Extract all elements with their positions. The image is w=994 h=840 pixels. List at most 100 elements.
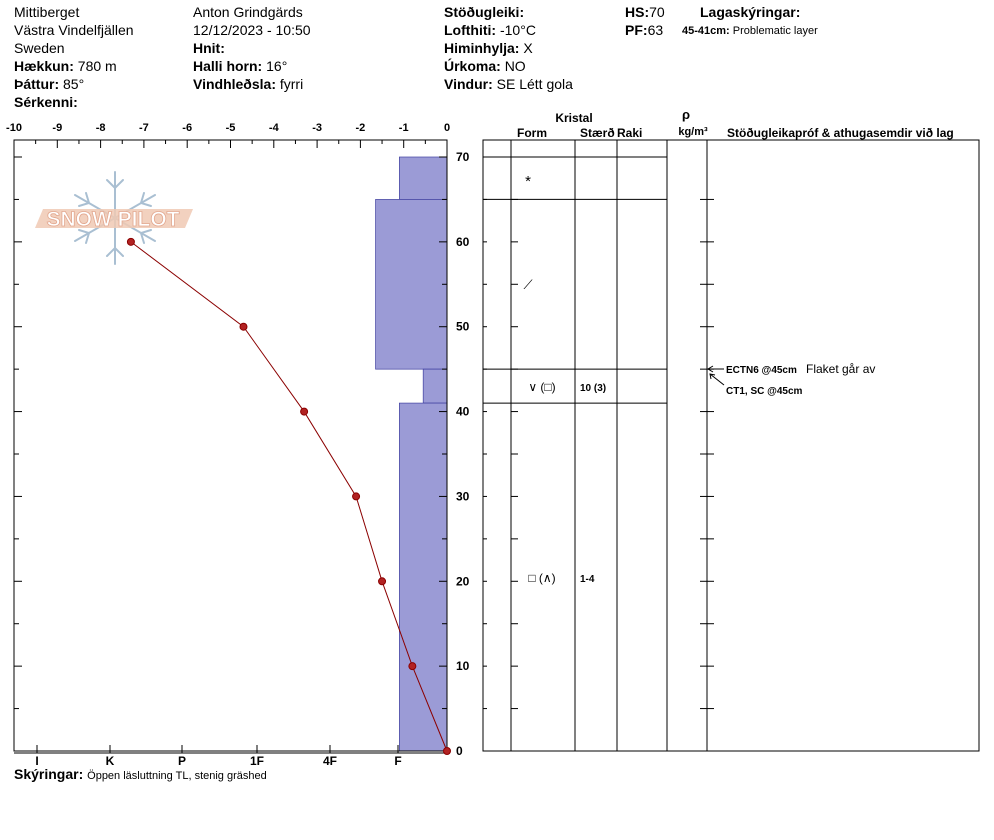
- hs-label: HS:: [625, 4, 650, 20]
- pf-label: PF:: [625, 22, 648, 38]
- temp-point: [239, 322, 248, 331]
- hardness-tick-label: F: [394, 754, 401, 768]
- temp-tick-label: -6: [182, 122, 192, 134]
- sky-value: X: [523, 40, 533, 56]
- temp-point: [126, 237, 135, 246]
- wind-loading: Vindhleðsla: fyrri: [193, 76, 303, 93]
- features-label: Sérkenni:: [14, 94, 78, 110]
- temp-tick-label: -4: [269, 122, 280, 134]
- hardness-bar: [399, 402, 448, 752]
- hs-value: 70: [649, 4, 665, 20]
- temp-tick-label: -10: [6, 122, 22, 134]
- temp-tick-label: -1: [399, 122, 409, 134]
- height-tick-label: 10: [456, 659, 470, 673]
- temperature-profile: [126, 237, 451, 755]
- wind: Vindur: SE Létt gola: [444, 76, 573, 93]
- coords-label: Hnit:: [193, 40, 225, 56]
- layer-notes-label: Lagaskýringar:: [700, 4, 801, 20]
- sky-label: Himinhylja:: [444, 40, 520, 56]
- test-code: CT1, SC @45cm: [726, 386, 803, 397]
- air-temp-label: Lofthiti:: [444, 22, 497, 38]
- layer-row-size: 10 (3): [580, 383, 606, 394]
- area-name: Västra Vindelfjällen: [14, 22, 134, 38]
- snow-pilot-logo: SNOW PILOT: [35, 171, 193, 265]
- layer-note: 45-41cm: Problematic layer: [682, 23, 818, 40]
- rho-header: ρ: [682, 107, 690, 122]
- temp-point: [408, 662, 417, 671]
- elevation: Hækkun: 780 m: [14, 58, 117, 75]
- wind-label: Vindur:: [444, 76, 493, 92]
- country-name: Sweden: [14, 40, 65, 56]
- layer-note-text: Problematic layer: [732, 25, 818, 37]
- temp-point: [378, 577, 387, 586]
- precip: Úrkoma: NO: [444, 58, 526, 75]
- height-tick-label: 40: [456, 405, 470, 419]
- height-tick-label: 60: [456, 235, 470, 249]
- precip-label: Úrkoma:: [444, 58, 501, 74]
- form-header: Form: [517, 126, 547, 140]
- layer-note-range: 45-41cm:: [682, 25, 730, 37]
- logo-text: SNOW PILOT: [47, 208, 180, 231]
- hardness-tick-label: P: [178, 754, 186, 768]
- elevation-label: Hækkun:: [14, 58, 74, 74]
- footer-notes: Skýringar: Öppen läsluttning TL, stenig …: [14, 766, 267, 785]
- hardness-tick-label: I: [35, 754, 38, 768]
- observation-datetime: 12/12/2023 - 10:50: [193, 22, 311, 38]
- test-arrows: [707, 365, 725, 386]
- hardness-tick-label: K: [106, 754, 115, 768]
- precip-value: NO: [504, 58, 526, 74]
- aspect-label: Þáttur:: [14, 76, 60, 92]
- size-header: Stærð: [580, 126, 615, 140]
- elevation-value: 780 m: [77, 58, 117, 74]
- layer-row-form: *: [525, 173, 531, 190]
- hardness-bar: [422, 368, 448, 404]
- layer-table: [482, 139, 980, 752]
- slope-label: Halli horn:: [193, 58, 263, 74]
- aspect: Þáttur: 85°: [14, 76, 84, 93]
- layer-row-form: ∨ (□): [528, 380, 555, 394]
- temp-tick-label: -3: [312, 122, 322, 134]
- hardness-tick-label: 4F: [323, 754, 337, 768]
- height-tick-label: 30: [456, 489, 470, 503]
- layer-row-form: ⟋: [523, 277, 533, 292]
- temp-tick-label: -7: [139, 122, 149, 134]
- height-tick-label: 20: [456, 574, 470, 588]
- slope: Halli horn: 16°: [193, 58, 287, 75]
- wind-loading-value: fyrri: [279, 76, 304, 92]
- height-tick-label: 50: [456, 320, 470, 334]
- test-comment: Flaket går av: [806, 362, 875, 376]
- air-temp: Lofthiti: -10°C: [444, 22, 536, 39]
- layer-row-form: □ (∧): [528, 571, 555, 585]
- temp-tick-label: 0: [444, 122, 450, 134]
- hardness-bar: [399, 156, 448, 200]
- layer-row-size: 1-4: [580, 574, 595, 585]
- air-temp-value: -10°C: [499, 22, 536, 38]
- density-unit-header: kg/m³: [678, 126, 708, 138]
- footer-notes-text: Öppen läsluttning TL, stenig gräshed: [87, 770, 267, 782]
- location-name: Mittiberget: [14, 4, 80, 20]
- wind-loading-label: Vindhleðsla:: [193, 76, 276, 92]
- aspect-value: 85°: [63, 76, 85, 92]
- temp-tick-label: -5: [226, 122, 236, 134]
- height-tick-label: 0: [456, 744, 463, 758]
- temp-tick-label: -2: [356, 122, 366, 134]
- crystal-header: Kristal: [555, 111, 592, 125]
- test-code: ECTN6 @45cm: [726, 365, 797, 376]
- temp-point: [352, 492, 361, 501]
- height-tick-label: 70: [456, 150, 470, 164]
- stability-label: Stöðugleiki:: [444, 4, 525, 20]
- tests-header: Stöðugleikapróf & athugasemdir við lag: [727, 126, 954, 140]
- hardness-tick-label: 1F: [250, 754, 264, 768]
- temp-tick-label: -9: [52, 122, 62, 134]
- table-frame: [482, 139, 980, 752]
- hs: HS:70: [625, 4, 665, 21]
- moisture-header: Raki: [617, 126, 642, 140]
- sky: Himinhylja: X: [444, 40, 533, 57]
- pf: PF:63: [625, 22, 663, 39]
- pf-value: 63: [647, 22, 664, 38]
- temp-point: [300, 407, 309, 416]
- hardness-layers: [375, 156, 448, 752]
- wind-value: SE Létt gola: [496, 76, 573, 92]
- slope-value: 16°: [266, 58, 288, 74]
